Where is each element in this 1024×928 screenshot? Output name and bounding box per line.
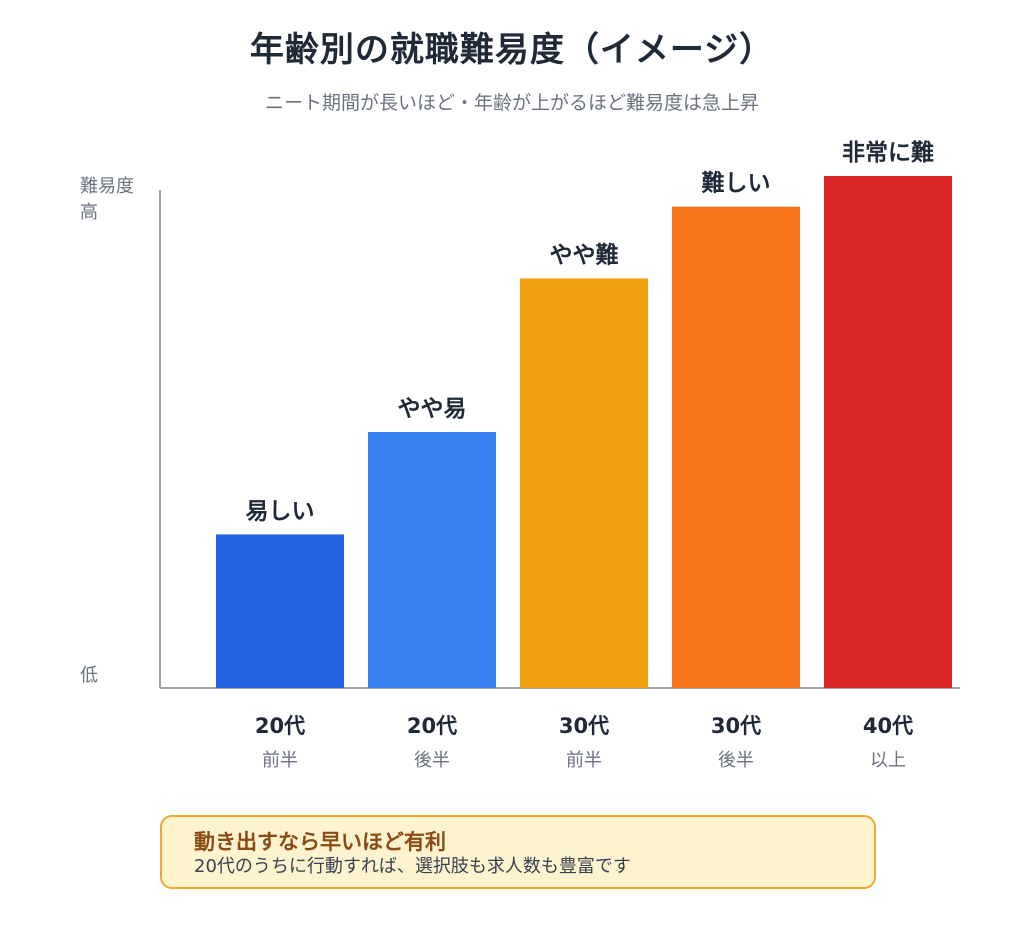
- bar-value-label-2: やや難: [550, 241, 619, 268]
- chart-title: 年齢別の就職難易度（イメージ）: [249, 30, 775, 70]
- bar-value-label-1: やや易: [398, 396, 467, 422]
- x-tick-sublabel-2: 前半: [566, 750, 602, 771]
- x-tick-sublabel-4: 以上: [870, 750, 906, 771]
- y-axis-label-low: 低: [80, 665, 98, 686]
- chart-bars: [216, 176, 952, 688]
- y-axis-label-top: 難易度: [80, 176, 134, 197]
- x-tick-label-3: 30代: [711, 714, 761, 738]
- bar-value-label-3: 難しい: [702, 170, 771, 197]
- x-tick-sublabel-1: 後半: [414, 750, 450, 771]
- tip-callout: 動き出すなら早いほど有利 20代のうちに行動すれば、選択肢も求人数も豊富です: [160, 815, 876, 889]
- y-axis-label-high: 高: [80, 202, 98, 223]
- callout-text: 20代のうちに行動すれば、選択肢も求人数も豊富です: [194, 856, 631, 877]
- x-tick-sublabel-0: 前半: [262, 750, 298, 771]
- callout-title: 動き出すなら早いほど有利: [194, 830, 446, 854]
- bar-2: [520, 278, 648, 688]
- x-tick-label-1: 20代: [407, 714, 457, 738]
- bar-value-label-0: 易しい: [246, 498, 315, 524]
- x-tick-label-0: 20代: [255, 714, 305, 738]
- bar-0: [216, 534, 344, 688]
- x-tick-sublabel-3: 後半: [718, 750, 754, 771]
- x-tick-label-4: 40代: [863, 714, 913, 738]
- chart-subtitle: ニート期間が長いほど・年齢が上がるほど難易度は急上昇: [264, 92, 759, 114]
- x-tick-label-2: 30代: [559, 714, 609, 738]
- bar-value-label-4: 非常に難: [842, 139, 934, 166]
- bar-1: [368, 432, 496, 688]
- bar-4: [824, 176, 952, 688]
- bar-3: [672, 206, 800, 688]
